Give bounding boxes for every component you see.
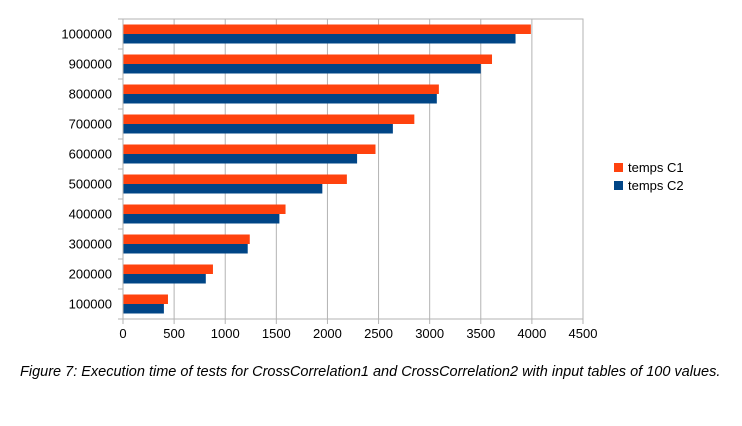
x-tick-label: 1000 xyxy=(211,326,240,341)
x-tick-label: 2500 xyxy=(364,326,393,341)
y-tick-label: 200000 xyxy=(69,267,112,282)
legend-swatch xyxy=(614,163,623,172)
bar-c2 xyxy=(123,274,206,284)
y-tick-label: 500000 xyxy=(69,177,112,192)
legend-swatch xyxy=(614,181,623,190)
bar-c1 xyxy=(123,24,531,34)
figure-caption: Figure 7: Execution time of tests for Cr… xyxy=(20,364,721,380)
x-tick-label: 500 xyxy=(163,326,185,341)
bar-c2 xyxy=(123,214,280,224)
bar-c1 xyxy=(123,114,415,124)
x-tick-label: 3000 xyxy=(415,326,444,341)
y-tick-label: 600000 xyxy=(69,147,112,162)
bar-c1 xyxy=(123,84,439,94)
bar-c2 xyxy=(123,304,164,314)
y-tick-label: 700000 xyxy=(69,117,112,132)
bar-c2 xyxy=(123,64,481,74)
x-tick-label: 4500 xyxy=(569,326,598,341)
x-tick-labels: 0 500 1000 1500 2000 2500 3000 3500 4000 4500 xyxy=(119,326,597,341)
x-tick-label: 0 xyxy=(119,326,126,341)
bar-c1 xyxy=(123,294,168,304)
bar-c1 xyxy=(123,264,213,274)
y-tick-label: 1000000 xyxy=(61,27,112,42)
y-tick-label: 300000 xyxy=(69,237,112,252)
bar-chart: 0 500 1000 1500 2000 2500 3000 3500 4000 4500 100… xyxy=(61,18,684,341)
y-tick-labels: 100000 200000 300000 400000 500000 600000 7000… xyxy=(61,27,112,312)
bars xyxy=(123,24,531,314)
legend-label: temps C2 xyxy=(628,178,684,193)
x-tick-label: 2000 xyxy=(313,326,342,341)
bar-c2 xyxy=(123,244,248,254)
y-tick-label: 100000 xyxy=(69,297,112,312)
bar-c1 xyxy=(123,204,286,214)
bar-c1 xyxy=(123,174,347,184)
x-tick-label: 3500 xyxy=(466,326,495,341)
y-tick-label: 900000 xyxy=(69,57,112,72)
bar-c1 xyxy=(123,54,493,64)
legend-label: temps C1 xyxy=(628,160,684,175)
x-tick-label: 4000 xyxy=(517,326,546,341)
bar-c2 xyxy=(123,154,358,164)
bar-c2 xyxy=(123,34,516,44)
legend: temps C1 temps C2 xyxy=(614,160,684,193)
axes xyxy=(118,18,584,324)
bar-c2 xyxy=(123,94,437,104)
x-tick-label: 1500 xyxy=(262,326,291,341)
bar-c2 xyxy=(123,124,393,134)
bar-c1 xyxy=(123,234,250,244)
y-tick-label: 800000 xyxy=(69,87,112,102)
bar-c1 xyxy=(123,144,376,154)
y-tick-label: 400000 xyxy=(69,207,112,222)
bar-c2 xyxy=(123,184,323,194)
